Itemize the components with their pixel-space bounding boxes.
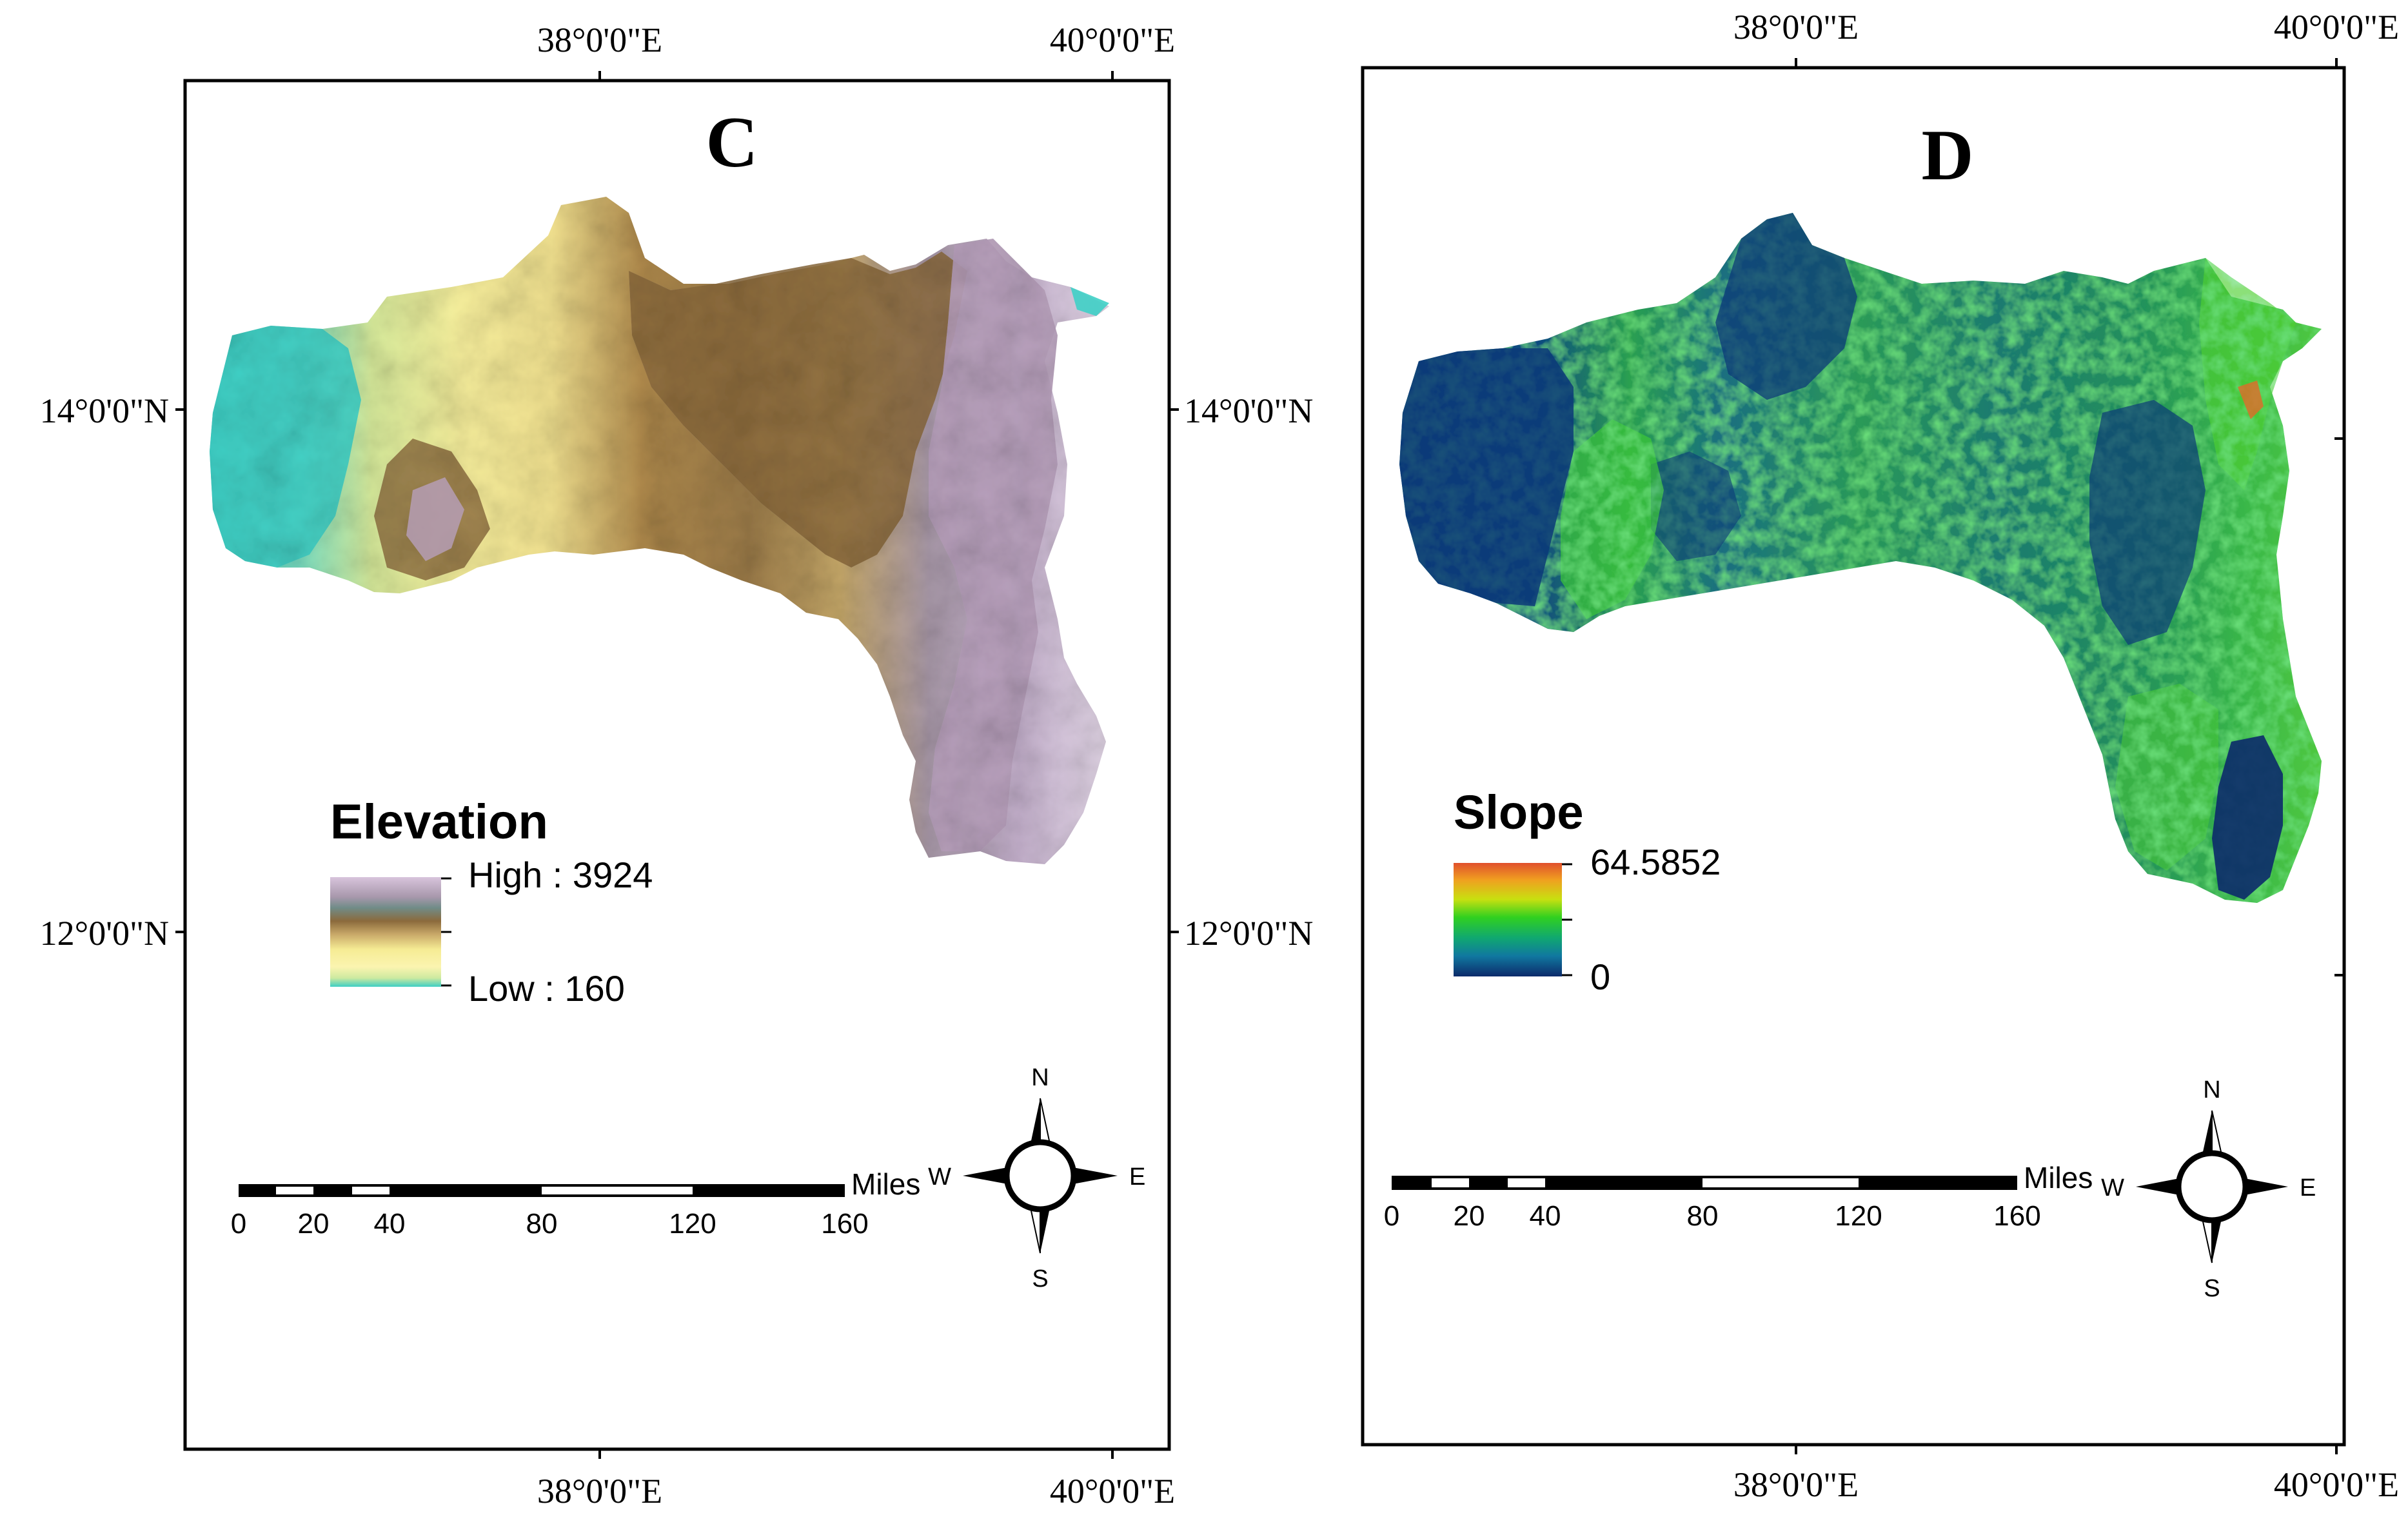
slope-flat-east [2089, 400, 2206, 645]
elevation-high-west [406, 477, 464, 561]
lon-label-bottom-38: 38°0'0"E [537, 1472, 662, 1510]
scale-tick-label: 40 [374, 1208, 406, 1240]
lon-label-top-40: 40°0'0"E [2274, 8, 2399, 46]
scale-bar: Miles 0 20 40 80 120 160 [231, 1167, 921, 1240]
compass-n: N [1031, 1064, 1049, 1091]
lon-label-top-38: 38°0'0"E [1733, 8, 1859, 46]
scale-tick-label: 80 [1687, 1200, 1719, 1232]
legend-title: Elevation [330, 795, 548, 849]
lon-label-bottom-38: 38°0'0"E [1733, 1465, 1859, 1504]
panel-elevation: 38°0'0"E 40°0'0"E 38°0'0"E 40°0'0"E 14°0… [40, 21, 1314, 1510]
lat-label-right-14: 14°0'0"N [1184, 391, 1313, 430]
north-arrow-icon: N S W E [928, 1064, 1145, 1292]
slope-flat-southeast [2212, 735, 2283, 900]
lon-label-top-38: 38°0'0"E [537, 21, 662, 59]
scale-tick-label: 120 [1835, 1200, 1882, 1232]
compass-w: W [928, 1163, 951, 1191]
scale-tick-label: 40 [1530, 1200, 1561, 1232]
slope-flat-north [1715, 213, 1857, 400]
lat-label-right-12: 12°0'0"N [1184, 914, 1313, 953]
lat-label-left-14: 14°0'0"N [40, 391, 169, 430]
panel-letter: D [1922, 115, 1974, 195]
scale-tick-label: 160 [821, 1208, 868, 1240]
legend-color-ramp [330, 877, 441, 987]
legend-low-label: 0 [1590, 956, 1610, 997]
elevation-high-band [929, 239, 1058, 851]
scale-tick-label: 20 [298, 1208, 330, 1240]
north-arrow-icon: N S W E [2101, 1076, 2316, 1302]
slope-flat-west [1399, 348, 1574, 606]
slope-steep-south [2115, 684, 2218, 871]
compass-w: W [2101, 1174, 2124, 1202]
legend-low-label: Low : 160 [468, 968, 625, 1009]
scale-tick-label: 20 [1454, 1200, 1485, 1232]
compass-n: N [2203, 1076, 2220, 1103]
elevation-mid-band [629, 252, 967, 568]
lon-label-bottom-40: 40°0'0"E [2274, 1465, 2399, 1504]
compass-e: E [2300, 1174, 2316, 1202]
scale-tick-label: 80 [526, 1208, 558, 1240]
scale-tick-label: 160 [1993, 1200, 2040, 1232]
legend-title: Slope [1454, 786, 1583, 839]
panel-letter: C [706, 103, 758, 183]
scale-unit: Miles [2024, 1161, 2093, 1194]
scale-bar: Miles 0 20 40 80 120 160 [1384, 1161, 2093, 1232]
lat-label-left-12: 12°0'0"N [40, 914, 169, 953]
scale-unit: Miles [851, 1167, 920, 1201]
legend-high-label: 64.5852 [1590, 842, 1721, 882]
slope-steep-east [2199, 258, 2296, 490]
slope-region [1399, 213, 2322, 903]
elevation-lowland [210, 326, 361, 568]
compass-e: E [1129, 1163, 1145, 1191]
lon-label-top-40: 40°0'0"E [1050, 21, 1175, 59]
compass-s: S [1032, 1265, 1048, 1292]
legend-color-ramp [1454, 863, 1562, 976]
scale-tick-label: 0 [231, 1208, 246, 1240]
slope-flat-center [1651, 451, 1741, 561]
slope-steep-west [1561, 419, 1664, 619]
slope-steepest [2238, 381, 2264, 419]
scale-tick-label: 0 [1384, 1200, 1399, 1232]
legend-high-label: High : 3924 [468, 855, 653, 895]
compass-s: S [2204, 1275, 2220, 1302]
panel-slope: 38°0'0"E 40°0'0"E 38°0'0"E 40°0'0"E D Sl… [1361, 8, 2399, 1504]
lon-label-bottom-40: 40°0'0"E [1050, 1472, 1175, 1510]
scale-tick-label: 120 [669, 1208, 716, 1240]
elevation-lowland-east [1071, 287, 1109, 316]
